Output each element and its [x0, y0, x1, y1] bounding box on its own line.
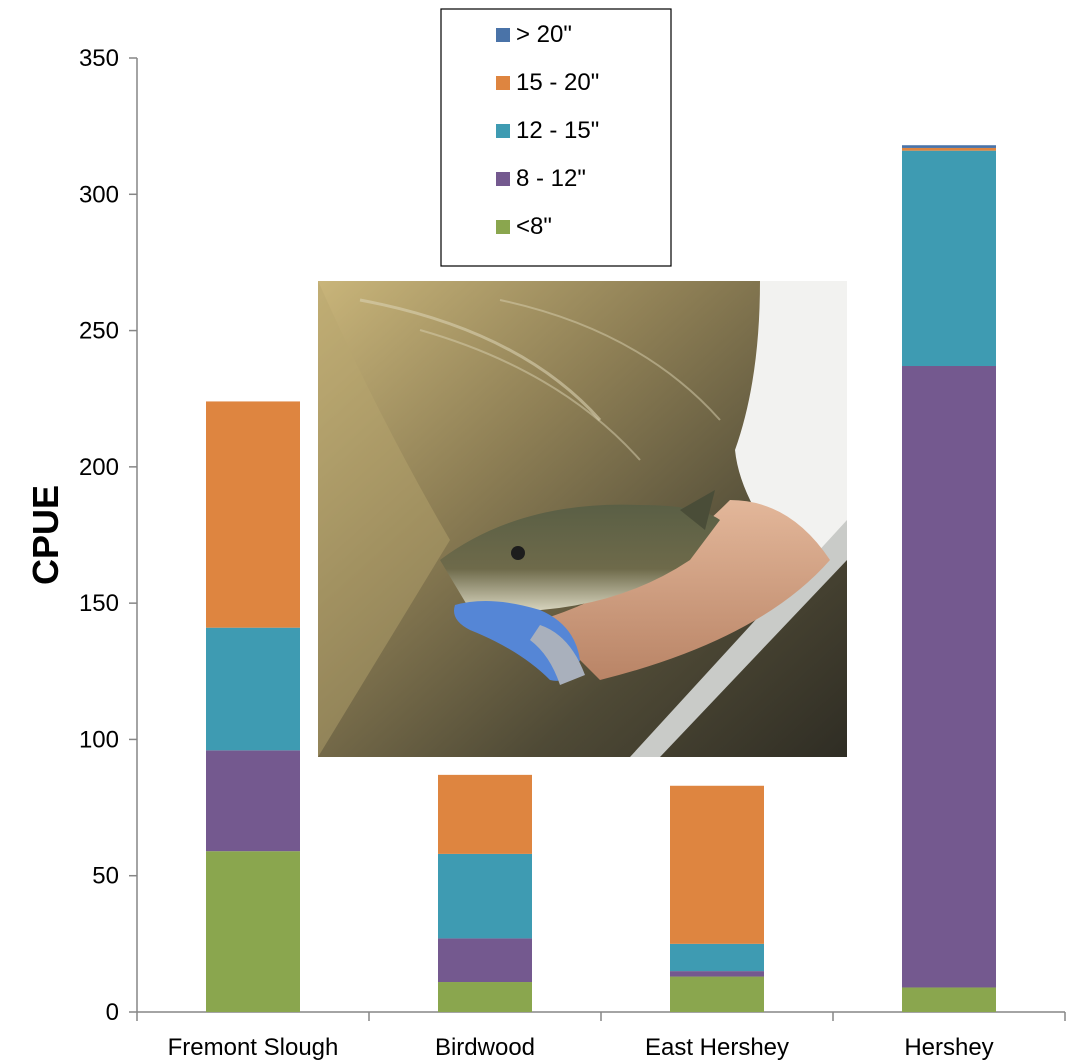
y-tick-label: 200 [79, 454, 119, 481]
bar-segment [438, 938, 532, 983]
bar-segment [670, 971, 764, 977]
legend-entry: 8 - 12" [516, 165, 586, 192]
bar-segment [206, 750, 300, 852]
y-tick-label: 50 [92, 863, 119, 890]
bars [206, 145, 996, 1012]
legend: > 20" 15 - 20" 12 - 15" 8 - 12" <8" [440, 8, 672, 267]
legend-swatch [496, 124, 510, 138]
bar-segment [670, 943, 764, 972]
fish-release-photo [318, 281, 847, 757]
y-tick-label: 250 [79, 318, 119, 345]
legend-entry: 12 - 15" [516, 117, 599, 144]
bar-segment [902, 150, 996, 367]
bar-segment [438, 774, 532, 854]
bar-segment [206, 401, 300, 628]
bar-segment [902, 987, 996, 1012]
legend-entry: > 20" [516, 21, 572, 48]
x-tick-label: Birdwood [435, 1034, 535, 1061]
legend-entry: <8" [516, 213, 552, 240]
x-tick-label: Fremont Slough [168, 1034, 339, 1061]
y-tick-label: 0 [106, 999, 119, 1026]
legend-swatch [496, 172, 510, 186]
bar-segment [902, 145, 996, 148]
legend-swatch [496, 28, 510, 42]
bar-segment [670, 785, 764, 944]
y-axis-label: CPUE [25, 485, 66, 585]
bar-segment [902, 366, 996, 988]
legend-entry: 15 - 20" [516, 69, 599, 96]
bar-segment [206, 851, 300, 1012]
y-tick-label: 150 [79, 590, 119, 617]
x-tick-label: East Hershey [645, 1034, 789, 1061]
x-tick-label: Hershey [904, 1034, 993, 1061]
y-tick-label: 100 [79, 726, 119, 753]
legend-box [440, 8, 672, 267]
y-tick-label: 300 [79, 181, 119, 208]
legend-swatch [496, 220, 510, 234]
bar-segment [670, 976, 764, 1012]
bar-segment [438, 853, 532, 939]
bar-segment [206, 627, 300, 751]
legend-swatch [496, 76, 510, 90]
bar-segment [902, 147, 996, 151]
bar-segment [438, 982, 532, 1012]
y-tick-label: 350 [79, 45, 119, 72]
y-ticks: 0 50 100 150 200 250 300 350 [79, 45, 137, 1026]
x-ticks: Fremont Slough Birdwood East Hershey Hershe… [136, 1012, 1066, 1061]
